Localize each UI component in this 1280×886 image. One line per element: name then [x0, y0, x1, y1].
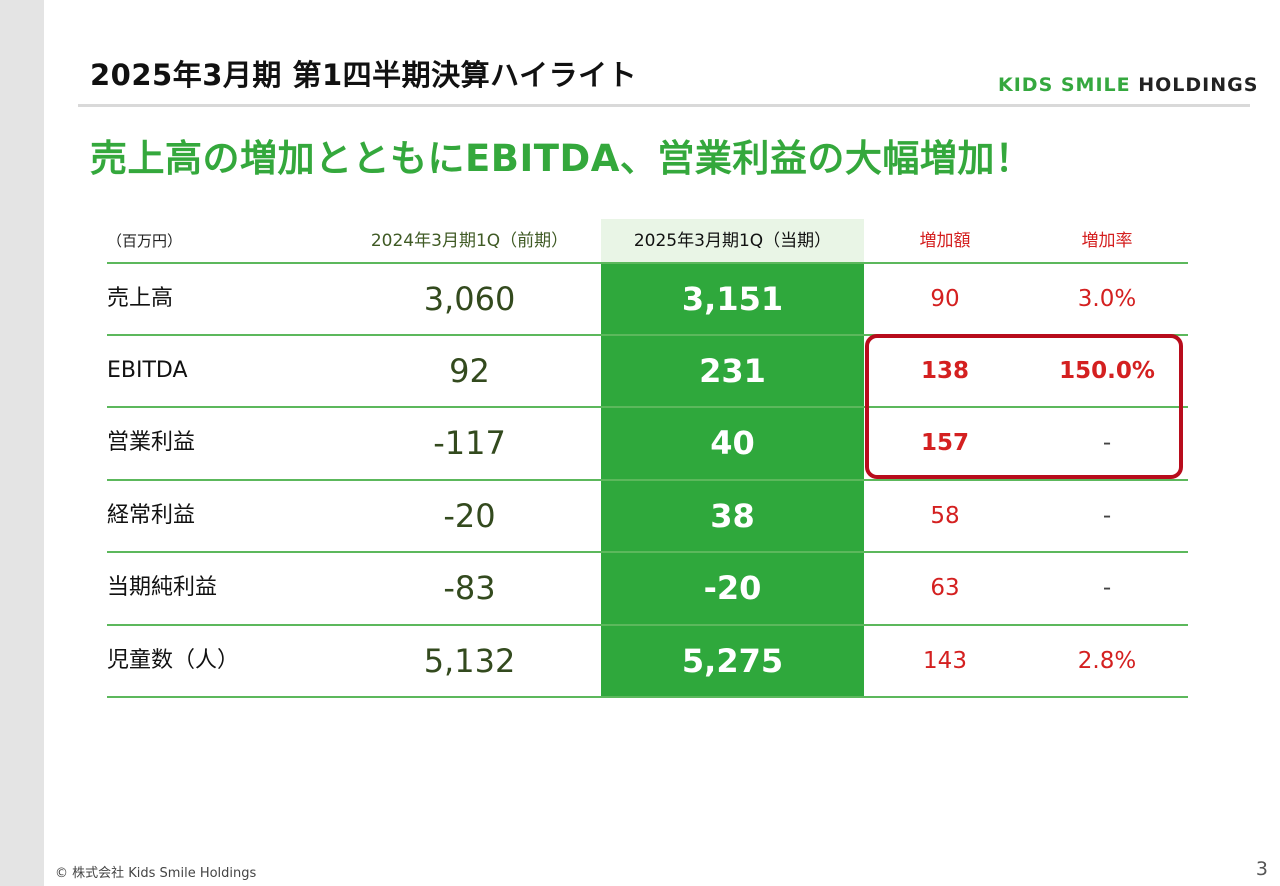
- curr-value-ordinary-income: 38: [710, 497, 755, 535]
- current-period-header-bg: [601, 219, 864, 262]
- company-logo: KIDS SMILE HOLDINGS: [998, 74, 1258, 96]
- increase-net-income: 63: [930, 575, 960, 601]
- prev-value-children-count: 5,132: [423, 642, 516, 680]
- header-divider: [78, 104, 1250, 107]
- increase-ordinary-income: 58: [930, 503, 960, 529]
- prev-value-net-income: -83: [443, 569, 496, 607]
- current-period-column-bg: [601, 219, 864, 697]
- unit-label: （百万円）: [107, 232, 183, 250]
- row-label-net-income: 当期純利益: [107, 575, 218, 600]
- row-label-ordinary-income: 経常利益: [107, 503, 196, 528]
- increase-sales: 90: [930, 286, 960, 312]
- rate-children-count: 2.8%: [1077, 648, 1137, 674]
- header-rate: 増加率: [1081, 231, 1133, 251]
- page-title: 2025年3月期 第1四半期決算ハイライト: [90, 58, 638, 92]
- logo-text-holdings: HOLDINGS: [1138, 74, 1259, 96]
- header-curr-period: 2025年3月期1Q（当期）: [633, 231, 832, 251]
- curr-value-ebitda: 231: [699, 352, 766, 390]
- row-label-sales: 売上高: [107, 286, 174, 311]
- prev-value-ordinary-income: -20: [443, 497, 496, 535]
- increase-children-count: 143: [923, 648, 967, 674]
- curr-value-sales: 3,151: [681, 280, 784, 318]
- curr-value-operating-income: 40: [710, 424, 755, 462]
- headline: 売上高の増加とともにEBITDA、営業利益の大幅増加！: [90, 137, 1033, 180]
- row-divider: [107, 406, 1188, 408]
- highlight-box: [865, 334, 1183, 479]
- rate-ordinary-income: -: [1102, 503, 1112, 529]
- rate-ebitda: 150.0%: [1059, 358, 1155, 384]
- row-label-children-count: 児童数（人）: [107, 648, 240, 673]
- header-increase: 増加額: [919, 231, 971, 251]
- copyright: © 株式会社 Kids Smile Holdings: [55, 866, 257, 881]
- curr-value-net-income: -20: [703, 569, 762, 607]
- increase-ebitda: 138: [920, 358, 969, 384]
- row-divider: [107, 696, 1188, 698]
- increase-operating-income: 157: [920, 430, 969, 456]
- row-divider: [107, 262, 1188, 264]
- curr-value-children-count: 5,275: [681, 642, 784, 680]
- row-divider: [107, 624, 1188, 626]
- rate-operating-income: -: [1102, 430, 1112, 456]
- page-number: 3: [1255, 858, 1268, 880]
- header-prev-period: 2024年3月期1Q（前期）: [370, 231, 569, 251]
- left-margin-bar: [0, 0, 44, 886]
- logo-text-kids-smile: KIDS SMILE: [998, 74, 1139, 96]
- rate-sales: 3.0%: [1077, 286, 1137, 312]
- row-divider: [107, 551, 1188, 553]
- prev-value-ebitda: 92: [449, 352, 490, 390]
- row-divider: [107, 334, 1188, 336]
- row-divider: [107, 479, 1188, 481]
- prev-value-sales: 3,060: [423, 280, 516, 318]
- prev-value-operating-income: -117: [433, 424, 506, 462]
- rate-net-income: -: [1102, 575, 1112, 601]
- row-label-operating-income: 営業利益: [107, 430, 196, 455]
- row-label-ebitda: EBITDA: [107, 358, 188, 383]
